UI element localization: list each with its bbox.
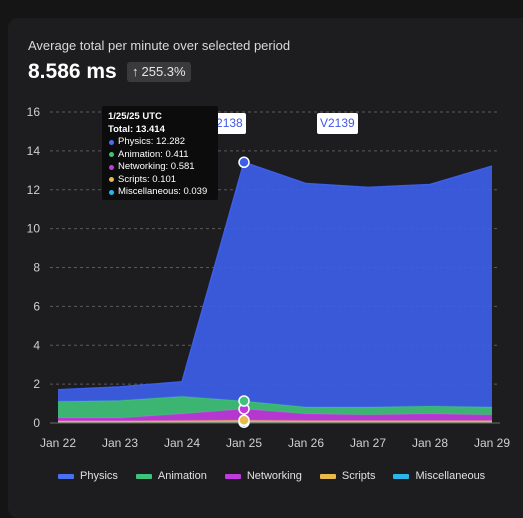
hover-point-animation xyxy=(239,396,249,406)
x-tick-label: Jan 29 xyxy=(474,436,510,450)
x-tick-label: Jan 25 xyxy=(226,436,262,450)
tooltip-row: Scripts: 0.101 xyxy=(108,174,212,187)
legend-label: Miscellaneous xyxy=(415,470,485,482)
x-tick-label: Jan 22 xyxy=(40,436,76,450)
x-tick-label: Jan 26 xyxy=(288,436,324,450)
tooltip-row-label: Networking: 0.581 xyxy=(118,161,195,174)
hover-point-physics xyxy=(239,157,249,167)
tooltip-row: Physics: 12.282 xyxy=(108,136,212,149)
x-tick-label: Jan 23 xyxy=(102,436,138,450)
legend-item-networking[interactable]: Networking xyxy=(225,470,302,482)
x-tick-label: Jan 28 xyxy=(412,436,448,450)
tooltip-total: Total: 13.414 xyxy=(108,124,212,137)
tooltip-dot-icon xyxy=(109,177,114,182)
x-tick-label: Jan 27 xyxy=(350,436,386,450)
version-tag-label: V2139 xyxy=(320,116,355,130)
legend-item-animation[interactable]: Animation xyxy=(136,470,207,482)
legend-label: Animation xyxy=(158,470,207,482)
chart-tooltip: 1/25/25 UTC Total: 13.414 Physics: 12.28… xyxy=(102,106,218,200)
y-tick-label: 4 xyxy=(33,338,40,352)
y-tick-label: 14 xyxy=(27,144,41,158)
y-tick-label: 8 xyxy=(33,261,40,275)
x-tick-label: Jan 24 xyxy=(164,436,200,450)
tooltip-row-label: Miscellaneous: 0.039 xyxy=(118,186,207,199)
legend-label: Physics xyxy=(80,470,118,482)
y-tick-label: 16 xyxy=(27,105,41,119)
tooltip-row-label: Physics: 12.282 xyxy=(118,136,185,149)
y-tick-label: 10 xyxy=(27,222,41,236)
tooltip-dot-icon xyxy=(109,190,114,195)
legend-swatch xyxy=(393,474,409,479)
tooltip-date: 1/25/25 UTC xyxy=(108,111,212,124)
tooltip-row: Animation: 0.411 xyxy=(108,149,212,162)
tooltip-dot-icon xyxy=(109,140,114,145)
legend-label: Scripts xyxy=(342,470,376,482)
legend-swatch xyxy=(225,474,241,479)
tooltip-dot-icon xyxy=(109,152,114,157)
legend-item-physics[interactable]: Physics xyxy=(58,470,118,482)
tooltip-dot-icon xyxy=(109,165,114,170)
legend-swatch xyxy=(320,474,336,479)
legend-item-miscellaneous[interactable]: Miscellaneous xyxy=(393,470,485,482)
tooltip-row: Miscellaneous: 0.039 xyxy=(108,186,212,199)
version-tag-v2139[interactable]: V2139 xyxy=(317,113,358,134)
stacked-area-chart[interactable]: 0 2 4 6 8 10 12 14 16 Jan 22 Jan 23 Jan 24 Jan 25 Jan… xyxy=(0,0,523,500)
legend-swatch xyxy=(58,474,74,479)
tooltip-row-label: Scripts: 0.101 xyxy=(118,174,176,187)
legend-item-scripts[interactable]: Scripts xyxy=(320,470,376,482)
tooltip-row-label: Animation: 0.411 xyxy=(118,149,189,162)
hover-point-scripts xyxy=(239,415,249,425)
y-tick-label: 0 xyxy=(33,416,40,430)
legend-swatch xyxy=(136,474,152,479)
tooltip-row: Networking: 0.581 xyxy=(108,161,212,174)
y-tick-label: 6 xyxy=(33,299,40,313)
legend-label: Networking xyxy=(247,470,302,482)
y-tick-label: 2 xyxy=(33,377,40,391)
y-tick-label: 12 xyxy=(27,183,41,197)
chart-legend: Physics Animation Networking Scripts Miscell… xyxy=(58,470,503,482)
